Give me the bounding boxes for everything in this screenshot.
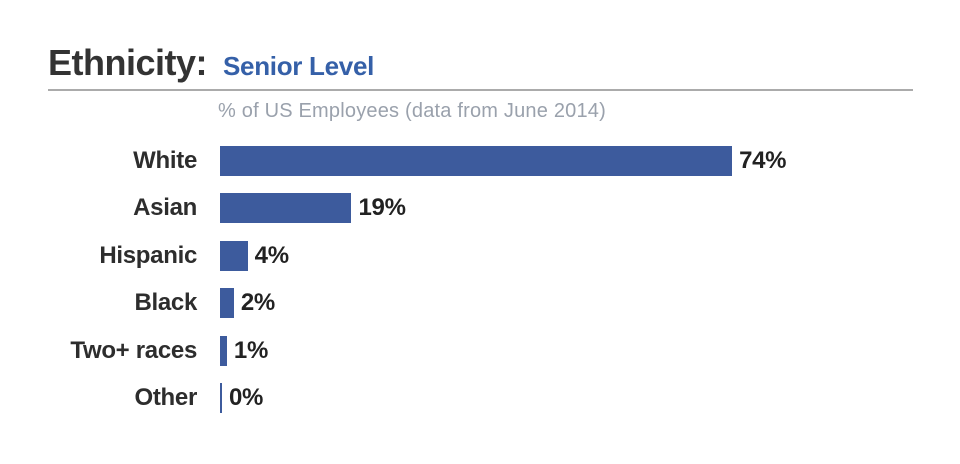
value-label: 1% bbox=[233, 336, 268, 364]
bar bbox=[220, 240, 248, 271]
chart-row: Two+ races 1% bbox=[0, 327, 960, 375]
bar-chart: White 74% Asian 19% Hispanic 4% Black 2% Two+ ra… bbox=[0, 137, 960, 422]
header: Ethnicity: Senior Level bbox=[48, 42, 374, 84]
divider bbox=[48, 89, 913, 91]
category-label: Asian bbox=[133, 194, 197, 222]
category-label: Two+ races bbox=[70, 336, 197, 364]
chart-row: Other 0% bbox=[0, 375, 960, 423]
value-label: 2% bbox=[240, 289, 275, 317]
value-label: 4% bbox=[254, 241, 289, 269]
value-label: 74% bbox=[739, 146, 787, 174]
header-subtitle: Senior Level bbox=[223, 51, 375, 81]
bar bbox=[220, 193, 352, 224]
category-label: Black bbox=[134, 289, 197, 317]
chart-row: Asian 19% bbox=[0, 185, 960, 233]
chart-title: % of US Employees (data from June 2014) bbox=[218, 100, 606, 122]
bar bbox=[220, 383, 222, 414]
chart-row: Hispanic 4% bbox=[0, 232, 960, 280]
bar bbox=[220, 145, 733, 176]
bar bbox=[220, 288, 234, 319]
category-label: White bbox=[133, 146, 197, 174]
value-label: 19% bbox=[358, 194, 406, 222]
bar bbox=[220, 335, 227, 366]
value-label: 0% bbox=[229, 384, 264, 412]
category-label: Hispanic bbox=[99, 241, 197, 269]
page-title: Ethnicity: bbox=[48, 42, 208, 83]
chart-row: White 74% bbox=[0, 137, 960, 185]
category-label: Other bbox=[134, 384, 197, 412]
chart-row: Black 2% bbox=[0, 280, 960, 328]
